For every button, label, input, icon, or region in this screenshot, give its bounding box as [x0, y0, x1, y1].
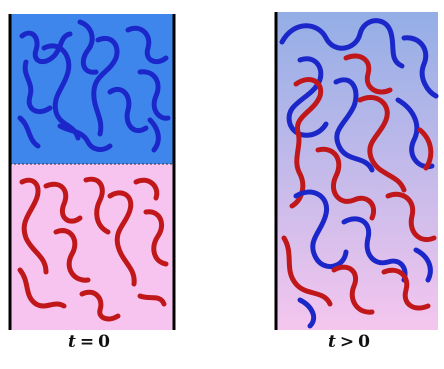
blue-chain [57, 123, 113, 152]
blue-chain [413, 247, 433, 283]
red-chain [133, 177, 160, 201]
blue-polymer-chains [17, 19, 171, 153]
red-chain [289, 77, 324, 209]
red-chain [83, 176, 111, 235]
red-chain [17, 267, 67, 309]
red-chain [143, 209, 169, 267]
red-chain [357, 95, 407, 193]
mixing-state-panel [274, 12, 439, 330]
red-chain [281, 235, 333, 307]
red-chain [79, 289, 121, 322]
blue-chain [125, 25, 169, 65]
mixed-polymer-chains [279, 18, 439, 329]
blue-chain [91, 36, 120, 137]
blue-chain [77, 19, 99, 75]
red-polymer-chains [17, 176, 169, 322]
red-chain [107, 190, 137, 287]
caption-mixing: t >0 [328, 332, 370, 352]
initial-state-panel [8, 14, 176, 330]
red-chain [53, 228, 91, 283]
blue-chain [137, 69, 171, 121]
blue-chain [19, 30, 73, 65]
red-chain [343, 53, 393, 95]
blue-chain [41, 43, 81, 141]
red-chain [43, 181, 83, 224]
red-chain [315, 146, 376, 221]
red-chain [385, 191, 437, 242]
red-chain [417, 127, 434, 171]
blue-chain [286, 56, 329, 138]
red-chain [331, 264, 375, 315]
caption-initial: t = 0 [68, 332, 110, 352]
blue-chain [401, 35, 439, 99]
blue-chain [395, 97, 435, 170]
blue-chain [17, 115, 41, 149]
red-chain [19, 177, 49, 275]
red-chain [381, 267, 431, 311]
blue-chain [279, 18, 405, 69]
blue-chain [107, 86, 149, 134]
blue-chain [22, 59, 53, 114]
blue-chain [147, 117, 161, 153]
blue-chain [297, 297, 317, 329]
red-chain [137, 293, 167, 307]
blue-chain [333, 77, 375, 173]
blue-chain [341, 216, 408, 283]
blue-chain [293, 189, 349, 269]
